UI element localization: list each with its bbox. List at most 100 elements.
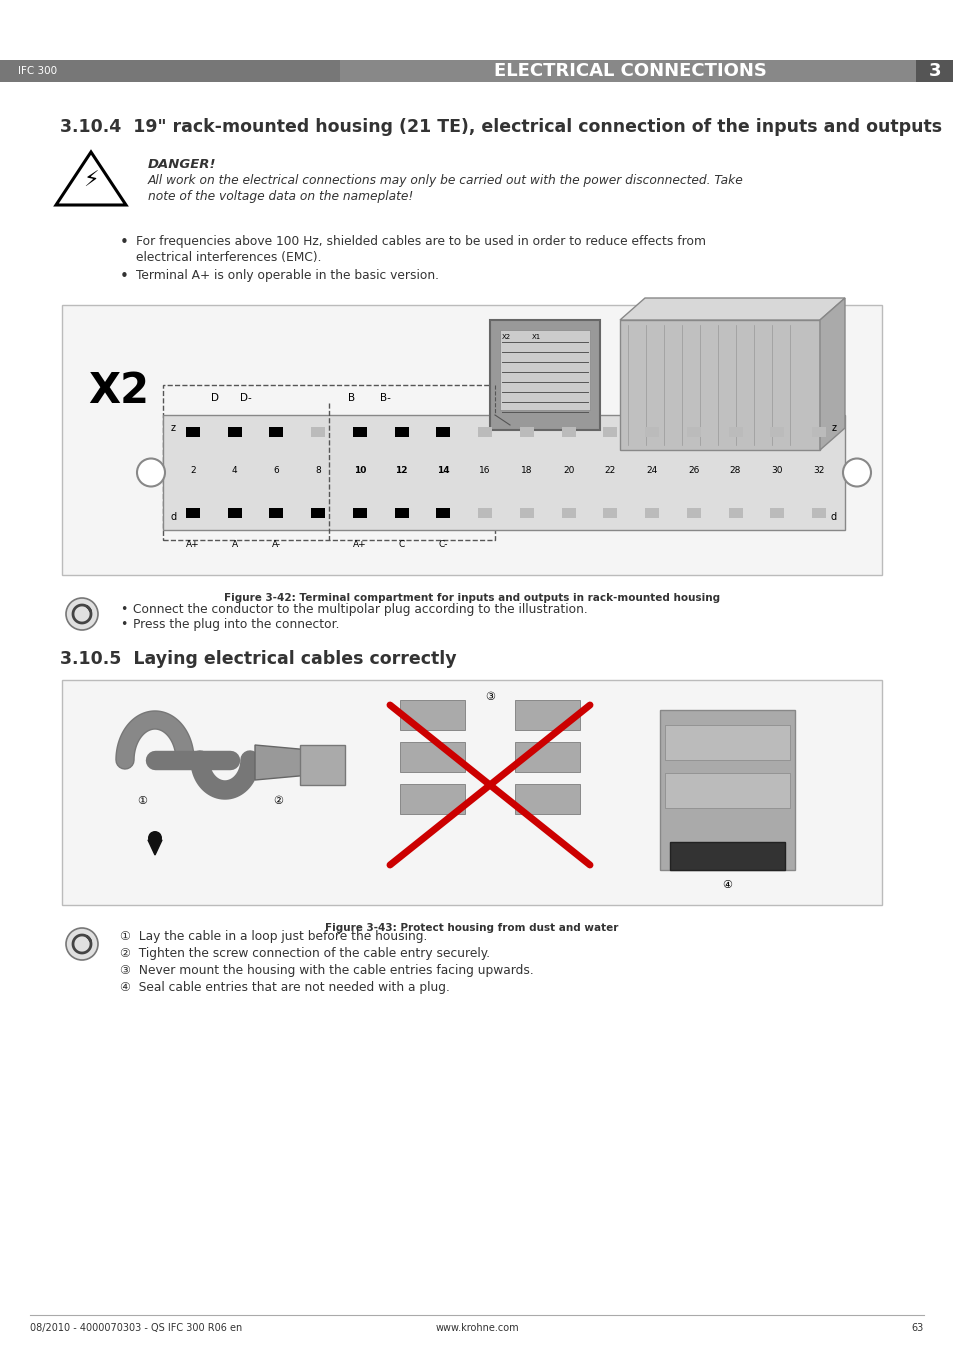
Bar [519,508,534,517]
Text: ②  Tighten the screw connection of the cable entry securely.: ② Tighten the screw connection of the ca… [120,947,490,961]
Text: For frequencies above 100 Hz, shielded cables are to be used in order to reduce : For frequencies above 100 Hz, shielded c… [136,235,705,249]
Text: Terminal A+ is only operable in the basic version.: Terminal A+ is only operable in the basi… [136,269,438,282]
Circle shape [842,458,870,486]
Text: d: d [171,512,177,521]
Text: 12: 12 [395,466,408,476]
Text: ②: ② [273,796,283,807]
Bar [619,320,820,450]
Bar [163,385,495,540]
Text: A: A [232,540,237,549]
Bar [395,427,408,436]
Polygon shape [820,299,844,450]
Text: 26: 26 [687,466,699,476]
Text: 3: 3 [928,62,941,80]
Bar [0,59,953,82]
Text: z: z [171,423,175,434]
Text: 16: 16 [478,466,491,476]
Text: ④  Seal cable entries that are not needed with a plug.: ④ Seal cable entries that are not needed… [120,981,450,994]
Text: A+: A+ [353,540,366,549]
Bar [436,508,450,517]
Bar [519,427,534,436]
Bar [269,427,283,436]
Text: 6: 6 [274,466,279,476]
Text: Press the plug into the connector.: Press the plug into the connector. [132,617,339,631]
Text: D-: D- [240,393,252,403]
Text: z: z [831,423,836,434]
Text: ①  Lay the cable in a loop just before the housing.: ① Lay the cable in a loop just before th… [120,929,427,943]
Bar [811,508,825,517]
Bar [644,508,659,517]
Bar [163,415,844,530]
Text: •: • [120,269,129,284]
Text: 3.10.5  Laying electrical cables correctly: 3.10.5 Laying electrical cables correctl… [60,650,456,667]
Text: X2: X2 [501,334,511,340]
Text: ③  Never mount the housing with the cable entries facing upwards.: ③ Never mount the housing with the cable… [120,965,533,977]
Bar [477,508,492,517]
Text: •: • [120,235,129,250]
Bar [659,711,794,870]
Circle shape [148,831,162,844]
Bar [561,508,575,517]
Text: 3.10.4  19" rack-mounted housing (21 TE), electrical connection of the inputs an: 3.10.4 19" rack-mounted housing (21 TE),… [60,118,942,136]
Bar [62,680,882,905]
Text: electrical interferences (EMC).: electrical interferences (EMC). [136,251,321,263]
Text: 18: 18 [520,466,532,476]
Bar [186,427,200,436]
Text: •: • [120,603,128,616]
Bar [686,427,700,436]
Text: D: D [211,393,219,403]
Bar [269,508,283,517]
Bar [399,700,464,730]
Bar [399,742,464,771]
Text: ⚡: ⚡ [83,172,99,190]
Bar [311,508,325,517]
Text: Figure 3-43: Protect housing from dust and water: Figure 3-43: Protect housing from dust a… [325,923,618,934]
Text: 30: 30 [771,466,782,476]
Text: A+: A+ [186,540,199,549]
Polygon shape [619,299,844,320]
Text: ④: ④ [721,880,732,890]
Text: •: • [120,617,128,631]
Bar [399,784,464,815]
Bar [228,508,241,517]
Bar [602,508,617,517]
Circle shape [66,928,98,961]
Text: 14: 14 [436,466,449,476]
Bar [515,742,579,771]
Text: C: C [398,540,404,549]
Text: 08/2010 - 4000070303 - QS IFC 300 R06 en: 08/2010 - 4000070303 - QS IFC 300 R06 en [30,1323,242,1333]
Text: X2: X2 [88,370,149,412]
Polygon shape [148,840,162,855]
Text: ③: ③ [484,692,495,703]
Text: ELECTRICAL CONNECTIONS: ELECTRICAL CONNECTIONS [493,62,765,80]
Polygon shape [254,744,310,780]
Text: www.krohne.com: www.krohne.com [435,1323,518,1333]
Bar [477,427,492,436]
Circle shape [66,598,98,630]
Bar [644,427,659,436]
Bar [62,305,882,576]
Bar [299,744,345,785]
Text: 4: 4 [232,466,237,476]
Bar [515,700,579,730]
Text: DANGER!: DANGER! [148,158,216,172]
Text: 8: 8 [315,466,321,476]
Bar [669,842,784,870]
Bar [686,508,700,517]
Bar [0,59,339,82]
Text: All work on the electrical connections may only be carried out with the power di: All work on the electrical connections m… [148,174,743,186]
Text: ①: ① [137,796,147,807]
Text: A-: A- [272,540,281,549]
Bar [728,508,741,517]
Bar [353,508,367,517]
Text: 22: 22 [604,466,616,476]
Bar [353,427,367,436]
Text: C-: C- [438,540,448,549]
Bar [915,59,953,82]
Bar [499,330,589,409]
Text: 10: 10 [354,466,366,476]
Bar [436,427,450,436]
Text: Figure 3-42: Terminal compartment for inputs and outputs in rack-mounted housing: Figure 3-42: Terminal compartment for in… [224,593,720,603]
Text: IFC 300: IFC 300 [18,66,57,76]
Bar [395,508,408,517]
